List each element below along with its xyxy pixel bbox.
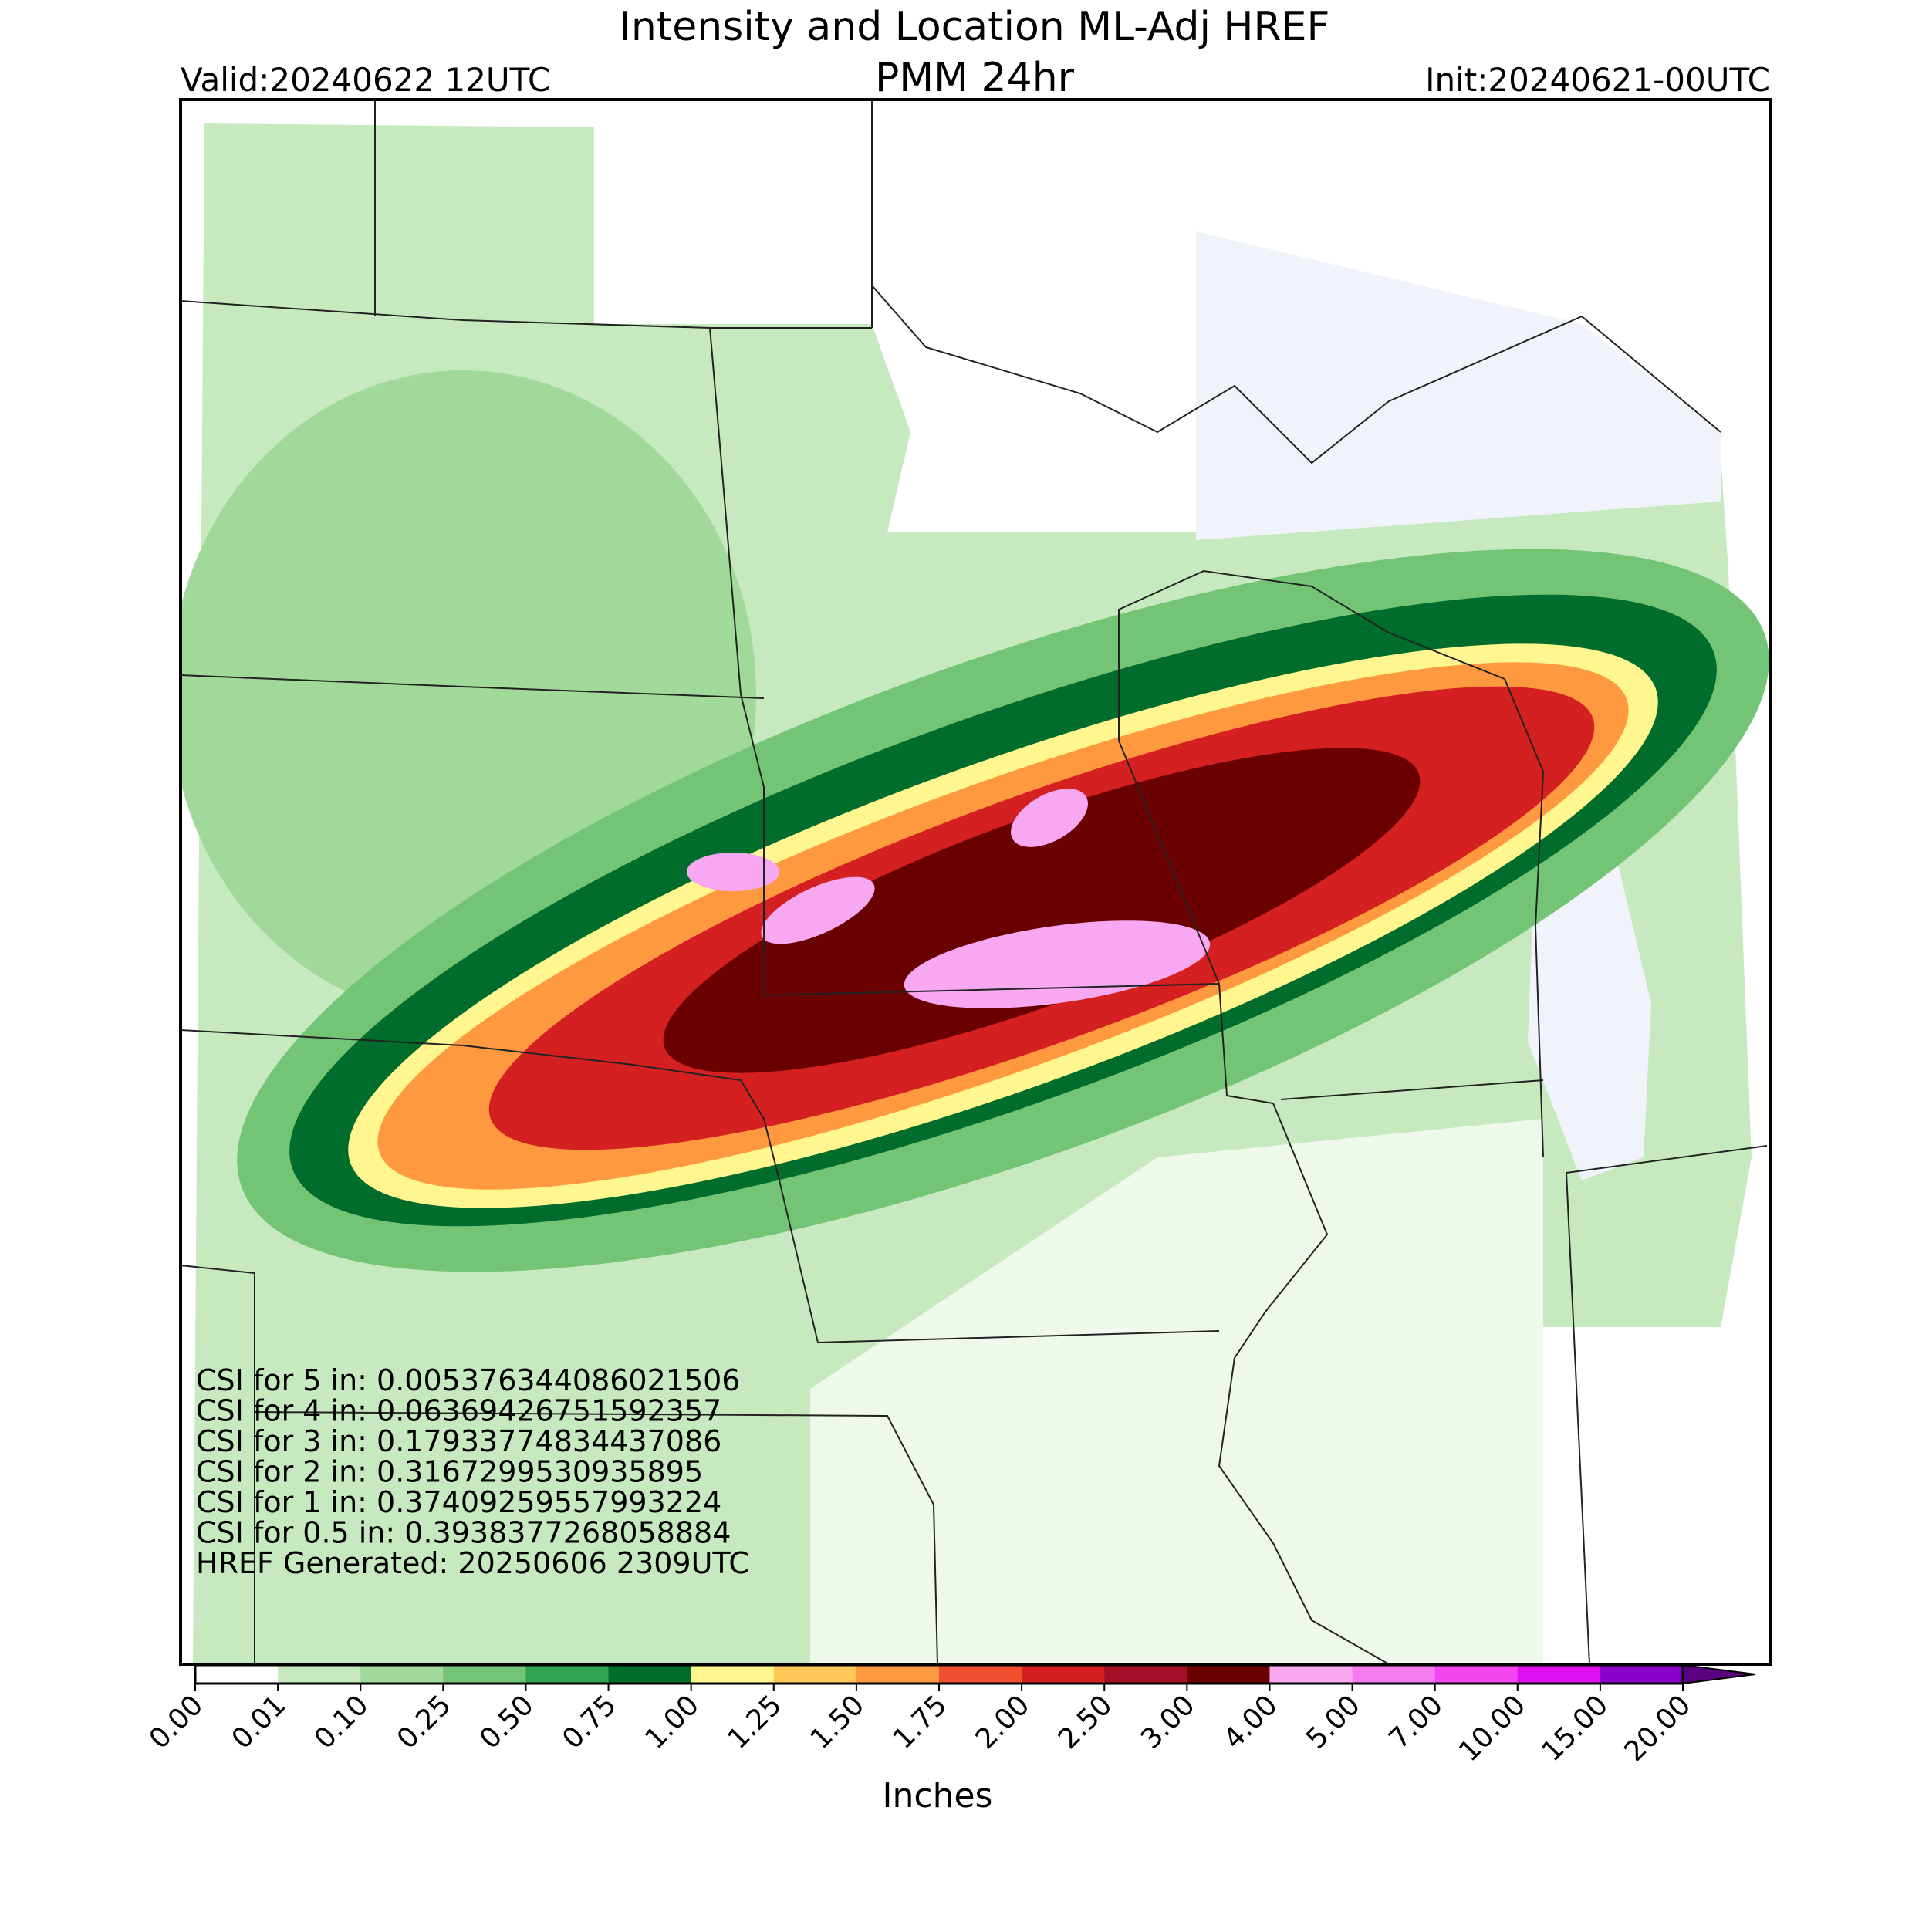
colorbar-tick-label: 1.25 [721, 1689, 788, 1755]
colorbar-bin [1517, 1665, 1601, 1684]
colorbar-tick-label: 10.00 [1453, 1689, 1532, 1768]
colorbar-tick-label: 0.00 [144, 1689, 210, 1755]
subtitle: PMM 24hr [875, 55, 1075, 101]
dry-area [602, 100, 872, 324]
colorbar-bin [1187, 1665, 1270, 1684]
stat-line: CSI for 1 in: 0.37409259557993224 [196, 1485, 721, 1519]
colorbar-bin [1434, 1665, 1519, 1684]
colorbar-tick-label: 2.50 [1052, 1689, 1119, 1755]
stat-line: CSI for 0.5 in: 0.3938377268058884 [196, 1516, 731, 1550]
rain-band [663, 748, 1421, 1073]
stat-line: CSI for 3 in: 0.17933774834437086 [196, 1424, 721, 1458]
colorbar-tick-label: 4.00 [1218, 1689, 1284, 1755]
colorbar-tick-label: 1.75 [887, 1689, 954, 1755]
dry-area [810, 1119, 1543, 1664]
title: Intensity and Location ML-Adj HREF [620, 4, 1330, 50]
stat-line: CSI for 4 in: 0.06369426751592357 [196, 1394, 721, 1428]
colorbar-tick-label: 0.01 [226, 1689, 292, 1755]
colorbar-tick-label: 2.00 [970, 1689, 1036, 1755]
colorbar-tick-label: 7.00 [1383, 1689, 1449, 1755]
colorbar-tick-label: 1.50 [805, 1689, 871, 1755]
colorbar-bin [360, 1665, 444, 1684]
map [181, 100, 1769, 1664]
colorbar-bin [195, 1665, 279, 1684]
colorbar-tick-label: 0.25 [391, 1689, 458, 1755]
rain-core [687, 853, 779, 891]
rain-core [761, 876, 875, 944]
colorbar-bin [773, 1665, 857, 1684]
colorbar-bin [1269, 1665, 1353, 1684]
colorbar-bin [1600, 1665, 1684, 1684]
stat-line: CSI for 2 in: 0.3167299530935895 [196, 1455, 703, 1489]
colorbar-bin [856, 1665, 940, 1684]
colorbar-bin [1022, 1665, 1105, 1684]
colorbar-extension [1682, 1663, 1756, 1685]
valid-time: Valid:20240622 12UTC [181, 61, 550, 99]
colorbar-bin [525, 1665, 610, 1684]
colorbar-tick-label: 5.00 [1300, 1689, 1367, 1755]
colorbar-bin [939, 1665, 1022, 1684]
colorbar-tick-label: 20.00 [1618, 1689, 1697, 1768]
colorbar-bin [691, 1665, 775, 1684]
colorbar-tick-label: 3.00 [1135, 1689, 1201, 1755]
lake [1196, 231, 1721, 540]
colorbar-bin [608, 1665, 692, 1684]
colorbar-tick-label: 0.75 [556, 1689, 623, 1755]
colorbar-tick-label: 0.50 [474, 1689, 540, 1755]
colorbar-bin [1104, 1665, 1187, 1684]
colorbar-tick-label: 0.10 [309, 1689, 375, 1755]
init-time: Init:20240621-00UTC [1425, 61, 1770, 99]
colorbar-tick-label: 15.00 [1535, 1689, 1614, 1768]
boundaries [181, 100, 1768, 1664]
stat-line: HREF Generated: 20250606 2309UTC [196, 1546, 749, 1580]
colorbar-bin [1352, 1665, 1436, 1684]
colorbar-label: Inches [883, 1776, 993, 1815]
colorbar-bin [443, 1665, 526, 1684]
colorbar: 0.00 0.01 0.10 0.25 0.50 0.75 1.00 1.25 1.50 1.75… [144, 1663, 1756, 1768]
rain-core [1011, 789, 1088, 847]
colorbar-bin [278, 1665, 361, 1684]
stat-line: CSI for 5 in: 0.005376344086021506 [196, 1363, 741, 1397]
colorbar-tick-label: 1.00 [639, 1689, 705, 1755]
